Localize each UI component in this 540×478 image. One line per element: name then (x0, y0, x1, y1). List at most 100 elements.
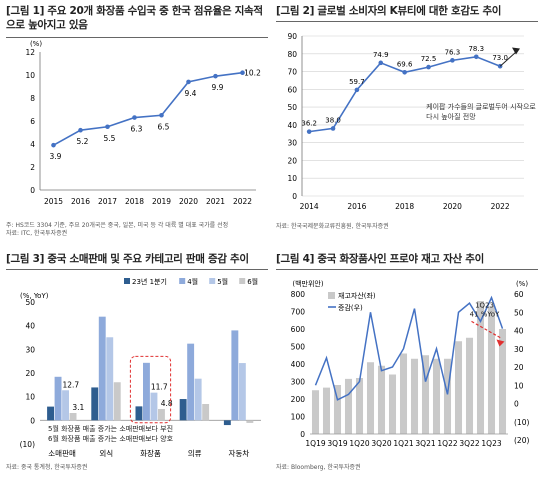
y-tick-label: 100 (291, 413, 306, 422)
x-tick-label: 1Q23 (481, 439, 501, 448)
bar (150, 392, 158, 421)
bar (238, 363, 246, 421)
panel-title: [그림 1] 주요 20개 화장품 수입국 중 한국 점유율은 지속적 으로 높… (6, 4, 268, 38)
y-tick-label: 10 (287, 174, 297, 183)
legend-swatch (209, 278, 216, 284)
legend-swatch (239, 278, 246, 284)
data-label: 5.2 (77, 137, 89, 146)
y-tick-label: 8 (30, 94, 35, 103)
y-tick-label: 50 (287, 103, 297, 112)
panel-source: 주: HS코드 3304 기준, 주요 20개국은 중국, 일본, 미국 등 각… (6, 222, 229, 237)
y-tick-label: 10 (25, 393, 35, 402)
chart-korea-share-line: (%) 0 2 4 6 8 10 12 2015 2016 2017 2018 2019 2020 2021… (25, 40, 261, 206)
x-tick-label: 2019 (152, 197, 171, 206)
data-point (186, 79, 191, 85)
x-tick-label: 2016 (71, 197, 90, 206)
x-tick-label: 2021 (206, 197, 225, 206)
bar (498, 329, 507, 434)
y-tick-label: 400 (291, 360, 306, 369)
bar (69, 412, 77, 421)
bar (465, 337, 474, 434)
y-axis-unit: (백만위안) (292, 279, 323, 288)
y-tick-label: 60 (287, 85, 297, 94)
series-line (53, 71, 243, 146)
y-axis-unit: (%) (30, 40, 42, 48)
bar (223, 420, 231, 426)
bar (366, 362, 375, 434)
y-tick-label: 0 (30, 186, 35, 195)
y-tick-label: 50 (25, 298, 35, 307)
data-label: 11.7 (151, 383, 168, 392)
x-tick-label: 1Q20 (349, 439, 369, 448)
data-label: 3.1 (72, 403, 84, 412)
y-tick-label: 2 (30, 163, 35, 172)
data-point (213, 73, 218, 79)
panel-china-retail-sales: [그림 3] 중국 소매판매 및 주요 카테고리 판매 증감 추이 (%, Yo… (6, 252, 268, 474)
bar (311, 390, 320, 434)
trend-arrow-head (512, 47, 520, 55)
x-tick-label: 2022 (233, 197, 252, 206)
x-tick-label: 3Q20 (371, 439, 391, 448)
data-point (306, 129, 312, 134)
y2-tick-label: (20) (514, 436, 529, 445)
data-point (378, 60, 384, 66)
y2-tick-label: 30 (514, 345, 524, 354)
bar (388, 374, 397, 434)
panel-source: 자료: 중국 통계청, 한국투자증권 (6, 464, 88, 471)
legend-label: 5월 (217, 277, 228, 286)
legend-swatch (179, 278, 186, 284)
y-tick-label: 80 (287, 50, 297, 59)
legend-label: 4월 (187, 277, 198, 286)
bar (454, 341, 463, 434)
annotation-text: 1Q23 (475, 302, 494, 310)
legend-label: 23년 1분기 (132, 277, 167, 286)
bar (158, 408, 165, 421)
annotation-text: 5월 화장품 매출 증가는 소매판매보다 부진 (48, 424, 173, 433)
x-tick-label: 2020 (179, 197, 198, 206)
bar (106, 337, 114, 421)
x-tick-label: 2022 (491, 202, 510, 211)
category-label: 의류 (188, 448, 202, 458)
y-tick-label: 30 (287, 139, 297, 148)
data-label: 6.5 (158, 122, 170, 131)
x-tick-label: 3Q22 (459, 439, 479, 448)
y-tick-label: 300 (291, 378, 306, 387)
chart-proya-inventory: (백만위안) (%)0100200300400500600700800(20)(1… (291, 279, 530, 448)
x-tick-label: 2017 (98, 197, 117, 206)
data-point (330, 126, 336, 131)
data-point (159, 112, 164, 118)
y-tick-label: 200 (291, 395, 306, 404)
x-tick-label: 2014 (300, 202, 319, 211)
annotation-text: 41 %YoY (470, 311, 500, 319)
bar (187, 343, 195, 421)
data-label: 59.7 (349, 78, 365, 86)
annotation-text: 6월 화장품 매출 증가는 소매판매보다 양호 (48, 434, 174, 443)
bar (54, 376, 62, 421)
bar (179, 399, 187, 421)
x-tick-label: 2015 (44, 197, 63, 206)
y-tick-label: 20 (287, 156, 297, 165)
y-tick-label: 12 (25, 48, 35, 57)
bar (47, 406, 54, 421)
y-tick-label: 4 (30, 140, 35, 149)
x-tick-label: 1Q21 (393, 439, 413, 448)
bar (476, 301, 485, 434)
panel-korea-import-share: [그림 1] 주요 20개 화장품 수입국 중 한국 점유율은 지속적 으로 높… (6, 4, 268, 244)
data-label: 72.5 (421, 55, 437, 63)
y-tick-label: 0 (30, 416, 35, 425)
panel-kbeauty-favorability: [그림 2] 글로벌 소비자의 K뷰티에 대한 호감도 추이 0 10 20 30 40… (276, 4, 538, 244)
bar (421, 355, 430, 434)
bar (322, 387, 331, 434)
data-label: 4.8 (161, 399, 173, 408)
x-tick-label: 1Q19 (305, 439, 325, 448)
panel-proya-inventory: [그림 4] 중국 화장품사인 프로야 재고 자산 추이 (백만위안) (%) 0 1… (276, 252, 538, 474)
annotation-text: 케이팝 가수들의 글로벌두어 시작으로 (426, 102, 536, 111)
bar (231, 330, 239, 421)
data-point (426, 64, 431, 70)
data-label: 3.9 (50, 152, 62, 161)
y2-tick-label: 40 (514, 327, 524, 336)
trend-arrow-line (471, 320, 501, 339)
x-tick-label: 1Q22 (437, 439, 457, 448)
bar (194, 378, 202, 421)
y2-axis-unit: (%) (516, 280, 528, 288)
